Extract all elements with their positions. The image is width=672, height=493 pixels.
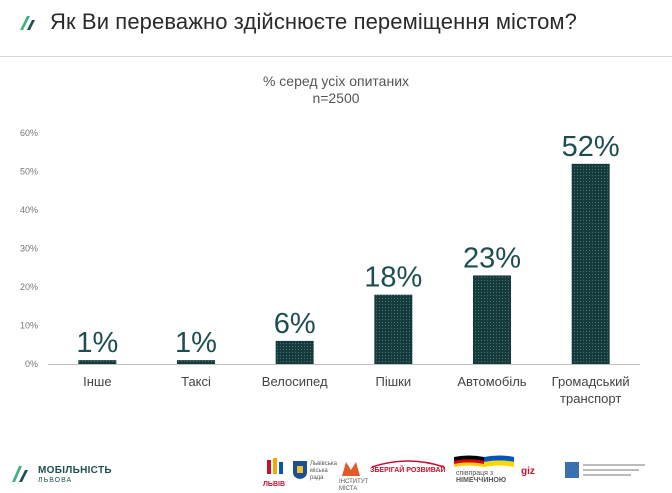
header-divider <box>0 56 672 57</box>
lviv-logo-icon <box>267 458 283 474</box>
city-institute-label: ІНСТИТУТ МІСТА <box>339 479 369 492</box>
y-tick-label: 60% <box>20 128 38 138</box>
bar-chart: 0% 10% 20% 30% 40% 50% 60% 1% Інше 1% Таксі 6% Вело… <box>20 128 640 406</box>
germany-ukraine-flag-icon <box>454 455 514 467</box>
y-tick-label: 30% <box>20 244 38 254</box>
x-category-label: Автомобіль <box>457 374 526 389</box>
brand-subtitle: ЛЬВОВА <box>38 477 73 484</box>
data-label: 23% <box>463 242 521 274</box>
chart-sample-size: n=2500 <box>312 90 360 106</box>
mobility-logo-icon <box>12 466 28 482</box>
page-title: Як Ви переважно здійснюєте переміщення м… <box>50 9 577 34</box>
header: Як Ви переважно здійснюєте переміщення м… <box>0 0 672 52</box>
city-council-label: Львівська міська рада <box>310 461 337 481</box>
data-label: 52% <box>562 131 620 163</box>
city-council-crest-icon <box>293 461 307 479</box>
data-label: 18% <box>364 262 422 294</box>
y-tick-label: 10% <box>20 321 38 331</box>
y-tick-label: 40% <box>20 205 38 215</box>
x-category-label: Інше <box>83 374 111 389</box>
x-category-label: Таксі <box>181 374 211 389</box>
bar <box>275 340 314 364</box>
x-category-label: Громадський <box>552 374 630 389</box>
lviv-logo-text: ЛЬВІВ <box>263 481 285 488</box>
y-tick-label: 0% <box>25 359 38 369</box>
x-category-label: транспорт <box>560 391 621 406</box>
bar <box>571 163 610 364</box>
brand-name: МОБІЛЬНІСТЬ <box>38 465 112 476</box>
data-label: 1% <box>175 327 217 359</box>
chart-subtitle: % серед усіх опитаних <box>262 73 410 89</box>
x-category-label: Пішки <box>376 374 412 389</box>
german-cooperation-label: співпраця з НІМЕЧЧИНОЮ <box>456 470 507 484</box>
bar <box>473 275 511 364</box>
y-tick-label: 20% <box>20 282 38 292</box>
giz-logo-text: giz <box>521 466 535 477</box>
data-label: 6% <box>274 308 316 340</box>
footer: МОБІЛЬНІСТЬ ЛЬВОВА ЛЬВІВ Львівська міськ… <box>0 448 672 492</box>
ministry-logo-icon <box>565 462 645 478</box>
x-category-label: Велосипед <box>262 374 328 389</box>
zberihai-arc-icon <box>371 460 445 468</box>
data-label: 1% <box>76 327 118 359</box>
logo-icon <box>20 16 35 30</box>
bar <box>78 360 117 364</box>
city-institute-logo-icon <box>342 462 360 476</box>
bar <box>177 360 215 364</box>
zberihai-logo-text: ЗБЕРІГАЙ РОЗВИВАЙ <box>370 467 446 474</box>
bar <box>374 294 413 364</box>
y-tick-label: 50% <box>20 167 38 177</box>
